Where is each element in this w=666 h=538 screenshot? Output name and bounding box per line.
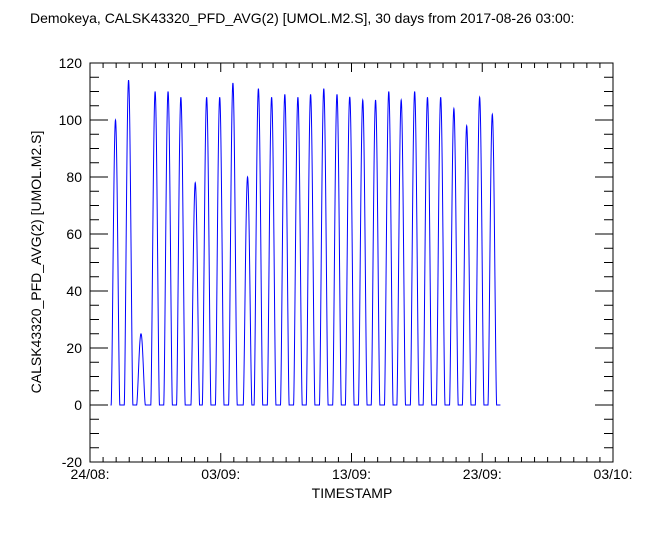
y-tick-label: 60 [66, 226, 82, 242]
y-tick-label: 40 [66, 283, 82, 299]
x-axis-label: TIMESTAMP [312, 485, 393, 501]
y-tick-label: 100 [59, 112, 83, 128]
y-tick-label: 120 [59, 55, 83, 71]
chart-title: Demokeya, CALSK43320_PFD_AVG(2) [UMOL.M2… [30, 10, 574, 26]
y-tick-label: 20 [66, 340, 82, 356]
x-tick-label: 24/08: [71, 466, 110, 482]
tick-labels: 24/08: 03/09: 13/09: 23/09: 03/10: -20 0 20 40 60… [59, 55, 633, 482]
y-tick-label: 0 [74, 397, 82, 413]
y-tick-label: 80 [66, 169, 82, 185]
x-tick-label: 13/09: [332, 466, 371, 482]
x-tick-label: 03/09: [201, 466, 240, 482]
x-tick-label: 23/09: [463, 466, 502, 482]
series-line [110, 79, 501, 406]
y-axis-label: CALSK43320_PFD_AVG(2) [UMOL.M2.S] [28, 131, 44, 394]
plot-frame [89, 62, 614, 463]
x-tick-label: 03/10: [594, 466, 633, 482]
axes [89, 62, 614, 463]
y-tick-label: -20 [62, 454, 82, 470]
